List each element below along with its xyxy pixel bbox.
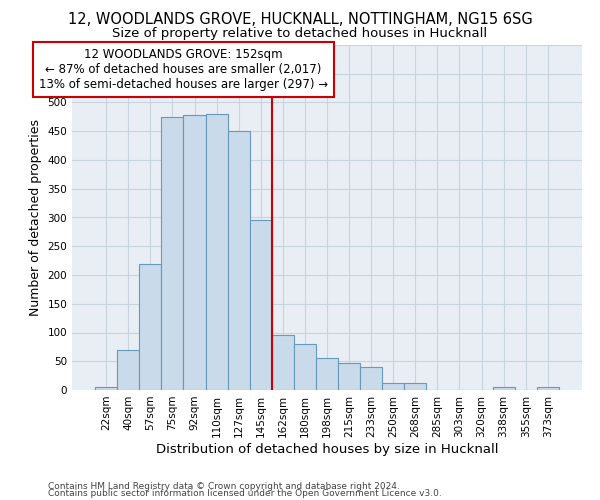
Bar (360, 367, 382, 390)
Text: Contains public sector information licensed under the Open Government Licence v3: Contains public sector information licen… (48, 490, 442, 498)
Bar (250, 220, 272, 390)
Text: 12, WOODLANDS GROVE, HUCKNALL, NOTTINGHAM, NG15 6SG: 12, WOODLANDS GROVE, HUCKNALL, NOTTINGHA… (68, 12, 532, 28)
Bar (161, 117, 184, 390)
Bar (493, 387, 515, 390)
Text: 12 WOODLANDS GROVE: 152sqm
← 87% of detached houses are smaller (2,017)
13% of s: 12 WOODLANDS GROVE: 152sqm ← 87% of deta… (39, 48, 328, 91)
Bar (227, 131, 250, 390)
Text: Contains HM Land Registry data © Crown copyright and database right 2024.: Contains HM Land Registry data © Crown c… (48, 482, 400, 491)
Bar (184, 115, 206, 390)
Bar (338, 363, 360, 390)
Bar (537, 387, 559, 390)
Bar (139, 264, 161, 390)
Bar (382, 382, 404, 390)
Text: Size of property relative to detached houses in Hucknall: Size of property relative to detached ho… (112, 28, 488, 40)
Bar (404, 383, 427, 390)
Bar (117, 350, 139, 390)
Bar (294, 344, 316, 390)
Bar (272, 336, 294, 390)
X-axis label: Distribution of detached houses by size in Hucknall: Distribution of detached houses by size … (156, 442, 498, 456)
Bar (316, 358, 338, 390)
Bar (95, 387, 117, 390)
Y-axis label: Number of detached properties: Number of detached properties (29, 119, 42, 316)
Bar (206, 114, 227, 390)
